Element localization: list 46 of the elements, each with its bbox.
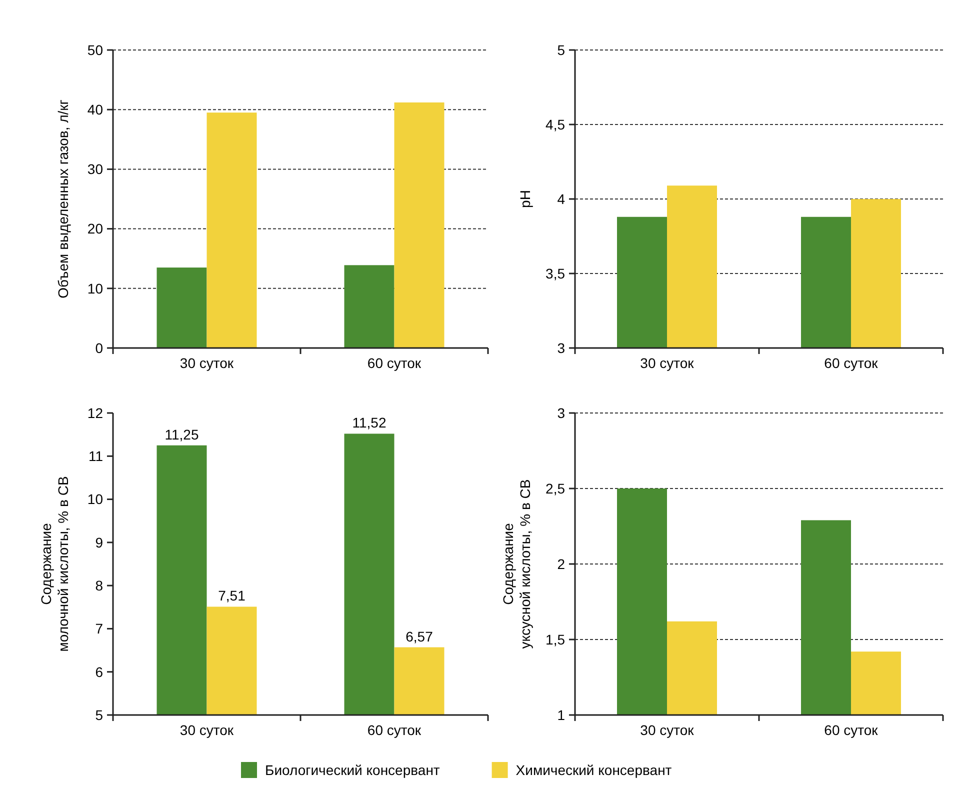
y-axis-title: Содержание молочной кислоты, % в СВ — [38, 476, 71, 652]
y-tick-label: 1 — [557, 706, 566, 723]
y-tick-label: 8 — [95, 577, 104, 594]
y-tick-label: 20 — [87, 220, 104, 237]
y-tick-label: 11 — [88, 448, 104, 464]
data-label: 11,25 — [164, 426, 199, 442]
y-tick-label: 4 — [557, 190, 566, 207]
x-tick-label: 60 суток — [367, 722, 422, 738]
y-tick-label: 5 — [557, 42, 566, 58]
y-axis-title: Содержание уксусной кислоты, % в СВ — [500, 479, 533, 649]
data-label: 7,51 — [218, 588, 246, 604]
x-tick-label: 30 суток — [180, 355, 234, 371]
x-tick-label: 60 суток — [824, 355, 879, 371]
x-tick-label: 60 суток — [367, 355, 422, 371]
y-axis-title: Объем выделенных газов, л/кг — [55, 100, 71, 298]
y-tick-label: 4,5 — [546, 116, 566, 132]
bar — [156, 268, 207, 348]
y-tick-label: 0 — [95, 340, 104, 356]
bar — [344, 265, 394, 348]
data-label: 6,57 — [406, 628, 434, 644]
y-tick-label: 30 — [87, 161, 104, 178]
legend-label: Биологический консервант — [265, 762, 440, 778]
bar — [206, 112, 257, 348]
bar — [394, 102, 444, 348]
y-tick-label: 50 — [87, 42, 104, 58]
y-tick-label: 5 — [95, 706, 104, 723]
y-axis-title: pH — [517, 190, 533, 208]
y-tick-label: 10 — [87, 280, 104, 296]
y-tick-label: 3 — [557, 340, 566, 356]
y-tick-label: 7 — [95, 620, 104, 637]
y-tick-label: 6 — [95, 664, 104, 680]
y-tick-label: 12 — [87, 404, 104, 421]
y-tick-label: 3,5 — [546, 265, 566, 282]
y-tick-label: 2,5 — [546, 480, 566, 496]
data-label: 11,52 — [352, 414, 386, 431]
y-tick-label: 9 — [95, 534, 104, 550]
y-tick-label: 40 — [87, 102, 104, 118]
legend-label: Химический консервант — [516, 762, 672, 778]
y-tick-label: 2 — [557, 556, 566, 572]
x-tick-label: 30 суток — [640, 355, 695, 371]
y-tick-label: 10 — [87, 491, 104, 508]
y-tick-label: 3 — [557, 404, 566, 421]
y-tick-label: 1,5 — [546, 631, 566, 648]
x-tick-label: 30 суток — [180, 722, 234, 738]
x-tick-label: 60 суток — [824, 722, 879, 738]
x-tick-label: 30 суток — [640, 722, 695, 738]
